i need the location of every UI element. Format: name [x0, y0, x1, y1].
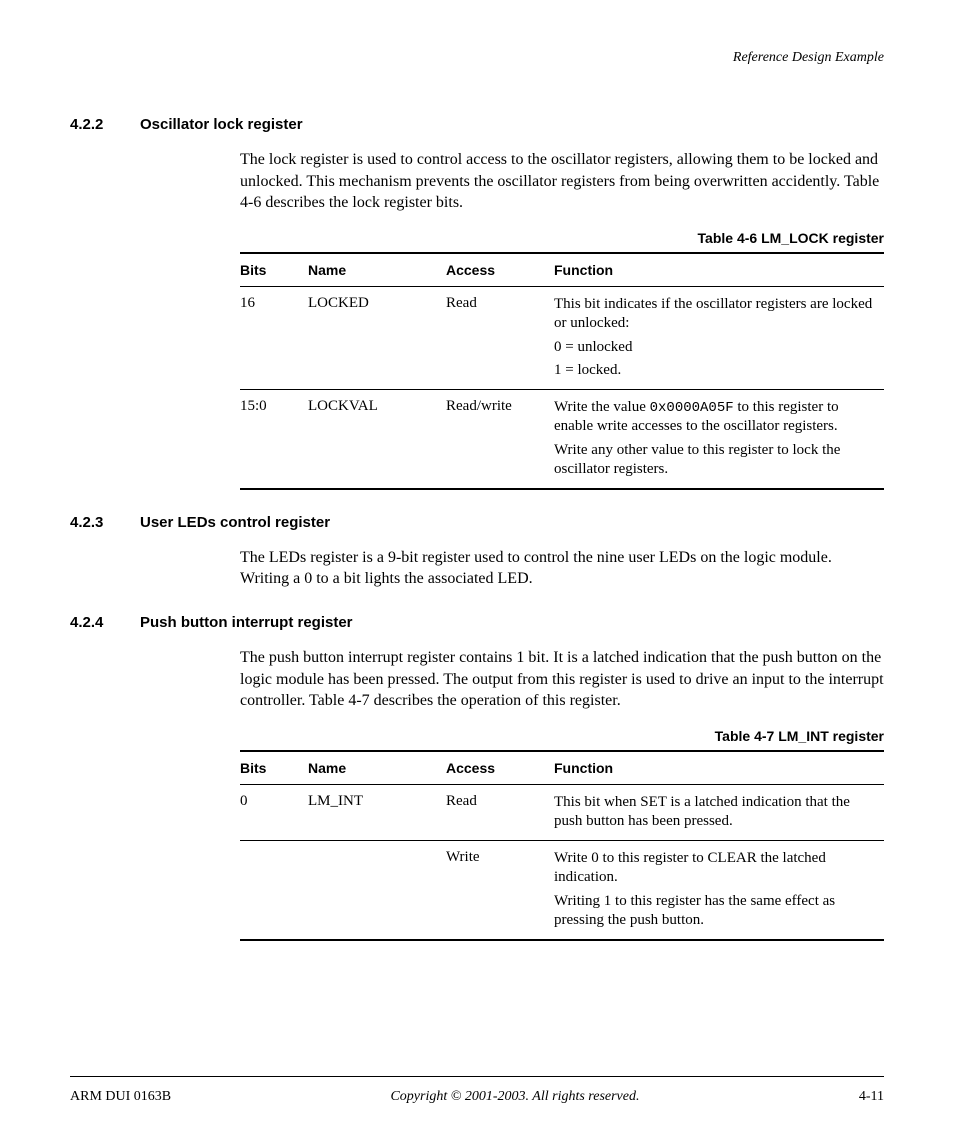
cell-function: This bit indicates if the oscillator reg… [554, 286, 884, 389]
page: Reference Design Example 4.2.2 Oscillato… [0, 0, 954, 1145]
col-header-access: Access [446, 751, 554, 785]
section-heading-423: 4.2.3 User LEDs control register [70, 514, 884, 531]
section-heading-424: 4.2.4 Push button interrupt register [70, 614, 884, 631]
running-header: Reference Design Example [70, 50, 884, 66]
col-header-name: Name [308, 751, 446, 785]
table-caption-47: Table 4-7 LM_INT register [240, 728, 884, 744]
section-number: 4.2.3 [70, 514, 140, 531]
fn-line: Writing 1 to this register has the same … [554, 892, 876, 931]
section-number: 4.2.2 [70, 116, 140, 133]
col-header-access: Access [446, 253, 554, 287]
fn-line: Write any other value to this register t… [554, 441, 876, 480]
footer-doc-id: ARM DUI 0163B [70, 1089, 171, 1105]
cell-access: Read [446, 286, 554, 389]
fn-line: This bit when SET is a latched indicatio… [554, 793, 876, 832]
col-header-function: Function [554, 253, 884, 287]
cell-access: Read [446, 784, 554, 840]
section-number: 4.2.4 [70, 614, 140, 631]
table-row: 0 LM_INT Read This bit when SET is a lat… [240, 784, 884, 840]
page-footer: ARM DUI 0163B Copyright © 2001-2003. All… [70, 1076, 884, 1105]
fn-line: This bit indicates if the oscillator reg… [554, 295, 876, 334]
cell-name [308, 840, 446, 940]
cell-function: Write the value 0x0000A05F to this regis… [554, 389, 884, 489]
table-lm-lock: Bits Name Access Function 16 LOCKED Read… [240, 252, 884, 490]
cell-bits: 15:0 [240, 389, 308, 489]
fn-line: Write 0 to this register to CLEAR the la… [554, 849, 876, 888]
cell-name: LOCKED [308, 286, 446, 389]
table-header-row: Bits Name Access Function [240, 253, 884, 287]
table-row: Write Write 0 to this register to CLEAR … [240, 840, 884, 940]
cell-name: LOCKVAL [308, 389, 446, 489]
table-row: 16 LOCKED Read This bit indicates if the… [240, 286, 884, 389]
code-literal: 0x0000A05F [650, 400, 734, 416]
table-header-row: Bits Name Access Function [240, 751, 884, 785]
col-header-bits: Bits [240, 751, 308, 785]
table-caption-46: Table 4-6 LM_LOCK register [240, 230, 884, 246]
section-title: Oscillator lock register [140, 116, 303, 133]
section-body-423: The LEDs register is a 9-bit register us… [240, 547, 884, 590]
section-body-422: The lock register is used to control acc… [240, 149, 884, 490]
section-body-424: The push button interrupt register conta… [240, 647, 884, 941]
paragraph: The LEDs register is a 9-bit register us… [240, 547, 884, 590]
section-title: User LEDs control register [140, 514, 330, 531]
cell-access: Write [446, 840, 554, 940]
cell-access: Read/write [446, 389, 554, 489]
cell-bits: 0 [240, 784, 308, 840]
cell-function: Write 0 to this register to CLEAR the la… [554, 840, 884, 940]
section-heading-422: 4.2.2 Oscillator lock register [70, 116, 884, 133]
col-header-name: Name [308, 253, 446, 287]
cell-bits [240, 840, 308, 940]
fn-line: Write the value 0x0000A05F to this regis… [554, 398, 876, 437]
footer-page-number: 4-11 [859, 1089, 884, 1105]
col-header-bits: Bits [240, 253, 308, 287]
fn-line: 0 = unlocked [554, 338, 876, 358]
cell-function: This bit when SET is a latched indicatio… [554, 784, 884, 840]
paragraph: The push button interrupt register conta… [240, 647, 884, 712]
footer-copyright: Copyright © 2001-2003. All rights reserv… [390, 1089, 639, 1105]
fn-line: 1 = locked. [554, 361, 876, 381]
col-header-function: Function [554, 751, 884, 785]
table-lm-int: Bits Name Access Function 0 LM_INT Read … [240, 750, 884, 941]
table-row: 15:0 LOCKVAL Read/write Write the value … [240, 389, 884, 489]
fn-text: Write the value [554, 399, 650, 415]
section-title: Push button interrupt register [140, 614, 353, 631]
cell-bits: 16 [240, 286, 308, 389]
cell-name: LM_INT [308, 784, 446, 840]
paragraph: The lock register is used to control acc… [240, 149, 884, 214]
